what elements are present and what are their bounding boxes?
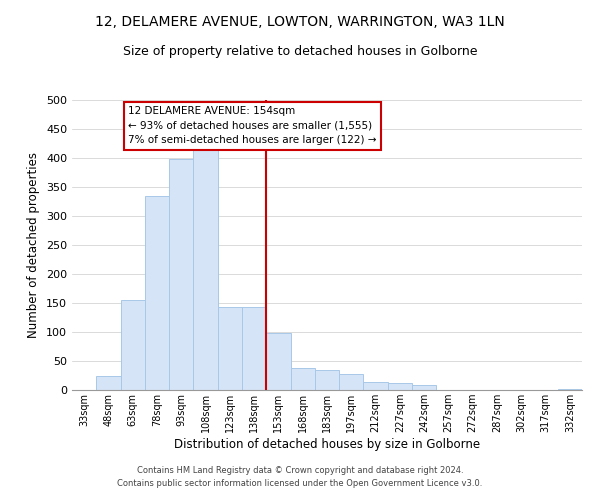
Text: 12, DELAMERE AVENUE, LOWTON, WARRINGTON, WA3 1LN: 12, DELAMERE AVENUE, LOWTON, WARRINGTON,…	[95, 15, 505, 29]
Bar	[364, 382, 388, 390]
Bar	[290, 368, 315, 390]
Bar	[266, 332, 290, 390]
Text: Size of property relative to detached houses in Golborne: Size of property relative to detached ho…	[123, 45, 477, 58]
Bar	[558, 389, 582, 390]
Y-axis label: Number of detached properties: Number of detached properties	[28, 152, 40, 338]
Bar	[242, 307, 266, 390]
Bar	[121, 300, 145, 390]
X-axis label: Distribution of detached houses by size in Golborne: Distribution of detached houses by size …	[174, 438, 480, 451]
Text: 12 DELAMERE AVENUE: 154sqm
← 93% of detached houses are smaller (1,555)
7% of se: 12 DELAMERE AVENUE: 154sqm ← 93% of deta…	[128, 106, 376, 146]
Bar	[388, 383, 412, 390]
Bar	[315, 370, 339, 390]
Bar	[339, 374, 364, 390]
Bar	[169, 159, 193, 390]
Text: Contains HM Land Registry data © Crown copyright and database right 2024.
Contai: Contains HM Land Registry data © Crown c…	[118, 466, 482, 487]
Bar	[193, 150, 218, 390]
Bar	[412, 386, 436, 390]
Bar	[96, 376, 121, 390]
Bar	[145, 196, 169, 390]
Bar	[218, 307, 242, 390]
